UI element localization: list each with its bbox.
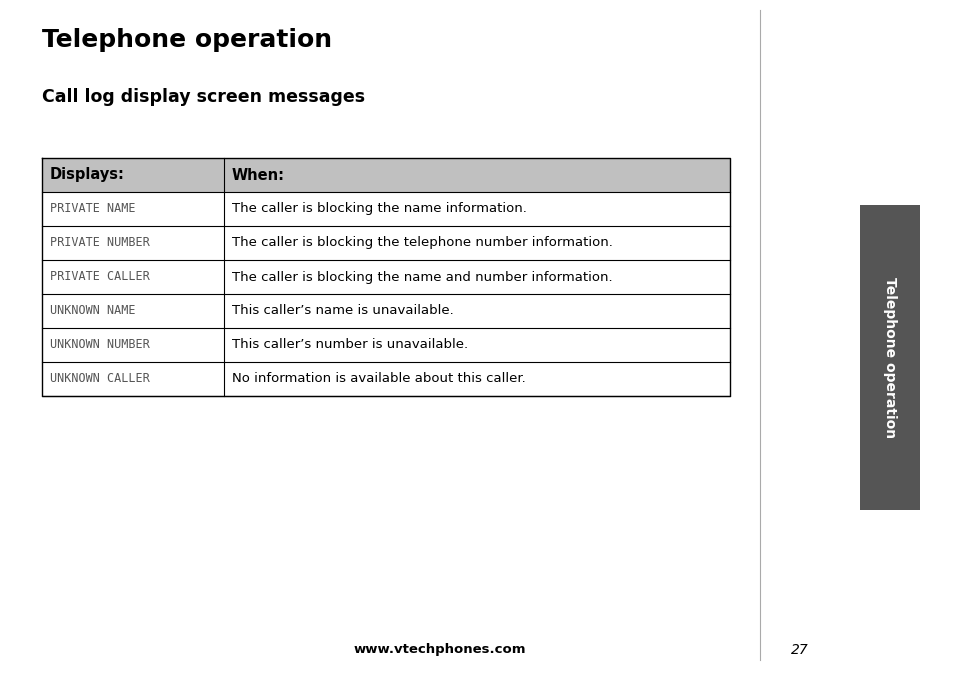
Text: 27: 27 [790, 643, 808, 657]
Text: The caller is blocking the name information.: The caller is blocking the name informat… [232, 203, 526, 216]
Text: Displays:: Displays: [50, 168, 125, 183]
Text: This caller’s number is unavailable.: This caller’s number is unavailable. [232, 338, 468, 351]
Text: Telephone operation: Telephone operation [882, 277, 896, 438]
Text: PRIVATE CALLER: PRIVATE CALLER [50, 271, 150, 284]
Text: UNKNOWN CALLER: UNKNOWN CALLER [50, 372, 150, 385]
Bar [42, 158, 729, 192]
Text: UNKNOWN NUMBER: UNKNOWN NUMBER [50, 338, 150, 351]
Text: No information is available about this caller.: No information is available about this c… [232, 372, 525, 385]
Text: This caller’s name is unavailable.: This caller’s name is unavailable. [232, 304, 454, 318]
Bar [859, 205, 919, 510]
Text: When:: When: [232, 168, 285, 183]
Text: PRIVATE NAME: PRIVATE NAME [50, 203, 135, 216]
Text: www.vtechphones.com: www.vtechphones.com [354, 644, 526, 657]
Text: The caller is blocking the telephone number information.: The caller is blocking the telephone num… [232, 237, 612, 250]
Text: Telephone operation: Telephone operation [42, 28, 332, 52]
Text: Call log display screen messages: Call log display screen messages [42, 88, 365, 106]
Text: PRIVATE NUMBER: PRIVATE NUMBER [50, 237, 150, 250]
Text: The caller is blocking the name and number information.: The caller is blocking the name and numb… [232, 271, 612, 284]
Text: UNKNOWN NAME: UNKNOWN NAME [50, 304, 135, 318]
